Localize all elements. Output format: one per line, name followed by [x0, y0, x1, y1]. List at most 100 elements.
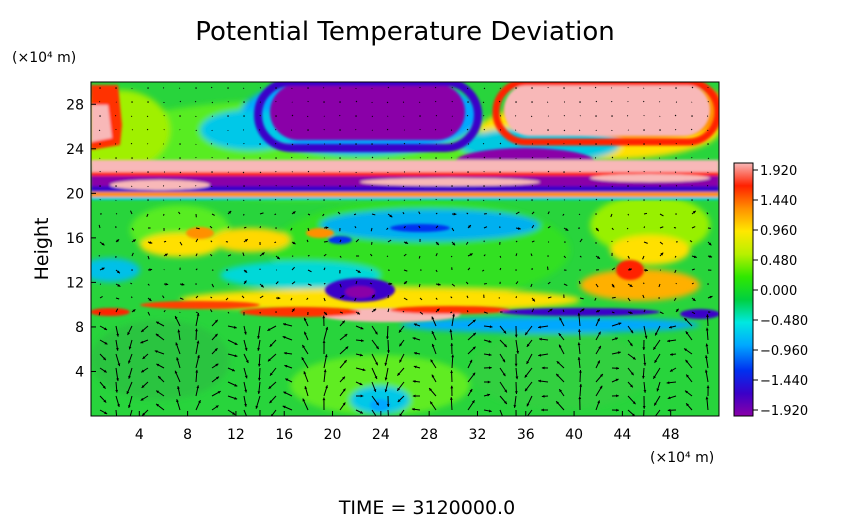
vector-arrowhead — [667, 396, 671, 400]
vector-arrowhead — [257, 336, 260, 339]
vector-arrowhead — [269, 372, 273, 376]
vector-arrowhead — [578, 329, 581, 332]
vector-arrow — [371, 409, 377, 416]
vector-arrowhead — [549, 308, 553, 312]
vector-arrowhead — [675, 308, 679, 312]
vector-arrow — [465, 241, 469, 245]
vector-arrowhead — [532, 298, 535, 302]
vector-arrowhead — [104, 411, 108, 414]
colorbar-label: 0.960 — [760, 224, 797, 239]
vector-arrowhead — [117, 363, 121, 367]
vector-dot — [339, 185, 341, 187]
vector-arrowhead — [142, 412, 146, 416]
vector-arrowhead — [270, 414, 274, 416]
vector-arrowhead — [397, 399, 401, 403]
vector-arrowhead — [276, 256, 280, 260]
vector-arrowhead — [303, 371, 307, 375]
vector-arrow — [435, 253, 438, 257]
vector-arrow — [499, 409, 503, 416]
vector-arrow — [339, 311, 344, 314]
vector-arrow — [291, 143, 294, 146]
vector-arrowhead — [301, 357, 305, 361]
vector-arrow — [195, 268, 198, 271]
vector-arrowhead — [104, 341, 108, 345]
vector-arrowhead — [644, 335, 648, 339]
vector-arrowhead — [524, 388, 528, 392]
vector-arrowhead — [452, 313, 455, 317]
vector-arrowhead — [632, 401, 636, 405]
x-tick-label: 20 — [324, 427, 342, 443]
vector-dot — [243, 101, 245, 103]
vector-arrowhead — [103, 357, 106, 361]
vector-arrowhead — [342, 402, 346, 406]
vector-arrowhead — [373, 308, 377, 312]
vector-arrowhead — [488, 340, 492, 343]
vector-dot — [99, 185, 101, 187]
vector-arrowhead — [514, 363, 518, 367]
vector-arrow — [163, 240, 167, 243]
vector-arrowhead — [126, 391, 130, 395]
vector-arrowhead — [322, 340, 326, 343]
vector-arrow — [353, 213, 357, 216]
vector-arrow — [290, 227, 293, 231]
vector-arrow — [579, 199, 581, 201]
vector-arrow — [275, 129, 277, 131]
vector-arrowhead — [117, 404, 120, 407]
vector-arrowhead — [215, 405, 219, 409]
vector-arrow — [611, 227, 614, 231]
vector-arrowhead — [116, 378, 119, 382]
vector-arrow — [403, 142, 406, 145]
vector-arrowhead — [197, 355, 200, 358]
vector-arrowhead — [450, 385, 454, 389]
x-tick-label: 40 — [565, 427, 583, 443]
vector-arrowhead — [342, 376, 345, 380]
vector-arrowhead — [488, 353, 492, 357]
vector-arrow — [130, 282, 133, 285]
vector-arrowhead — [384, 389, 388, 393]
vector-arrow — [419, 297, 423, 301]
vector-arrow — [643, 226, 646, 229]
vector-arrow — [275, 281, 279, 285]
vector-arrow — [210, 309, 213, 313]
vector-arrow — [339, 255, 342, 258]
vector-dot — [579, 101, 581, 103]
vector-arrow — [450, 296, 453, 299]
vector-arrowhead — [176, 357, 179, 361]
vector-arrowhead — [436, 242, 439, 245]
vector-arrow — [387, 308, 390, 313]
vector-arrow — [579, 185, 582, 188]
vector-dot — [275, 115, 277, 117]
vector-arrowhead — [141, 369, 145, 373]
vector-arrowhead — [357, 270, 361, 273]
vector-arrowhead — [685, 390, 688, 394]
vector-arrow — [243, 409, 248, 416]
vector-dot — [131, 269, 133, 271]
vector-arrow — [526, 409, 533, 416]
vector-arrowhead — [375, 346, 379, 350]
vector-arrowhead — [302, 344, 306, 348]
vector-dot — [515, 143, 517, 145]
x-tick-label: 12 — [227, 427, 245, 443]
vector-arrow — [259, 212, 264, 215]
vector-arrowhead — [304, 386, 308, 390]
vector-arrow — [435, 185, 437, 188]
vector-arrow — [611, 156, 614, 159]
vector-arrowhead — [469, 253, 473, 257]
vector-arrowhead — [617, 351, 621, 355]
vector-arrowhead — [693, 255, 697, 259]
colorbar-label: −1.440 — [760, 374, 808, 389]
vector-arrowhead — [195, 328, 198, 332]
y-tick-label: 28 — [66, 97, 84, 113]
vector-dot — [643, 157, 645, 159]
vector-arrowhead — [502, 359, 506, 363]
vector-dot — [211, 171, 213, 173]
vector-arrow — [659, 311, 664, 315]
vector-arrowhead — [322, 315, 326, 319]
vector-arrowhead — [243, 280, 247, 284]
vector-dot — [579, 143, 581, 145]
plot-frame — [90, 81, 720, 417]
vector-arrowhead — [243, 331, 247, 335]
y-axis: 4 8 12 16 20 24 28 — [66, 97, 96, 380]
vector-arrow — [451, 227, 455, 232]
vector-arrow — [418, 283, 421, 288]
